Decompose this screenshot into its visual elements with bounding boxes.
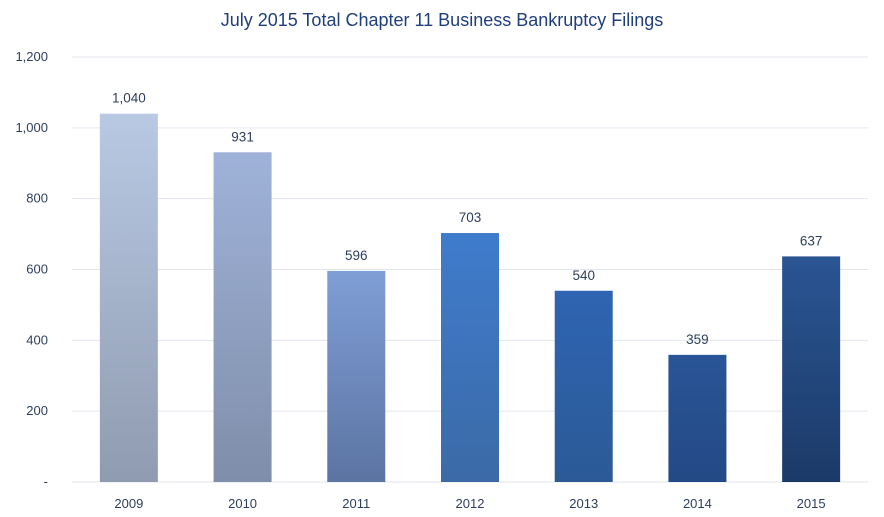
y-axis-tick-labels: - 200 400 600 800 1,000 1,200 [15, 49, 48, 489]
data-label-2011: 596 [345, 248, 368, 263]
y-tick-label: 1,200 [15, 49, 48, 64]
x-tick-label-2010: 2010 [228, 496, 257, 511]
bar-2010 [213, 152, 272, 483]
data-label-2015: 637 [800, 233, 823, 248]
chart-title: July 2015 Total Chapter 11 Business Bank… [221, 10, 664, 30]
x-tick-label-2009: 2009 [114, 496, 143, 511]
data-labels: 1,040 931 596 703 540 359 637 [112, 91, 822, 347]
bar-2009 [99, 113, 158, 483]
y-tick-label: - [44, 474, 48, 489]
y-tick-label: 400 [26, 332, 48, 347]
y-tick-label: 800 [26, 191, 48, 206]
bar-2011 [327, 270, 386, 482]
bar-2012 [441, 233, 499, 482]
data-label-2009: 1,040 [112, 91, 146, 106]
y-tick-label: 600 [26, 262, 48, 277]
data-label-2012: 703 [459, 210, 482, 225]
bar-2014 [668, 354, 727, 482]
data-label-2013: 540 [572, 268, 595, 283]
bar-2015 [782, 256, 841, 482]
x-tick-label-2015: 2015 [797, 496, 826, 511]
bar-2013 [554, 290, 613, 482]
x-tick-label-2014: 2014 [683, 496, 712, 511]
x-axis-tick-labels: 2009 2010 2011 2012 2013 2014 2015 [114, 496, 825, 511]
x-tick-label-2012: 2012 [456, 496, 485, 511]
x-tick-label-2013: 2013 [569, 496, 598, 511]
data-label-2010: 931 [231, 129, 254, 144]
bars [99, 113, 841, 483]
y-tick-label: 200 [26, 403, 48, 418]
x-tick-label-2011: 2011 [342, 496, 370, 511]
y-tick-label: 1,000 [15, 120, 48, 135]
data-label-2014: 359 [686, 332, 709, 347]
